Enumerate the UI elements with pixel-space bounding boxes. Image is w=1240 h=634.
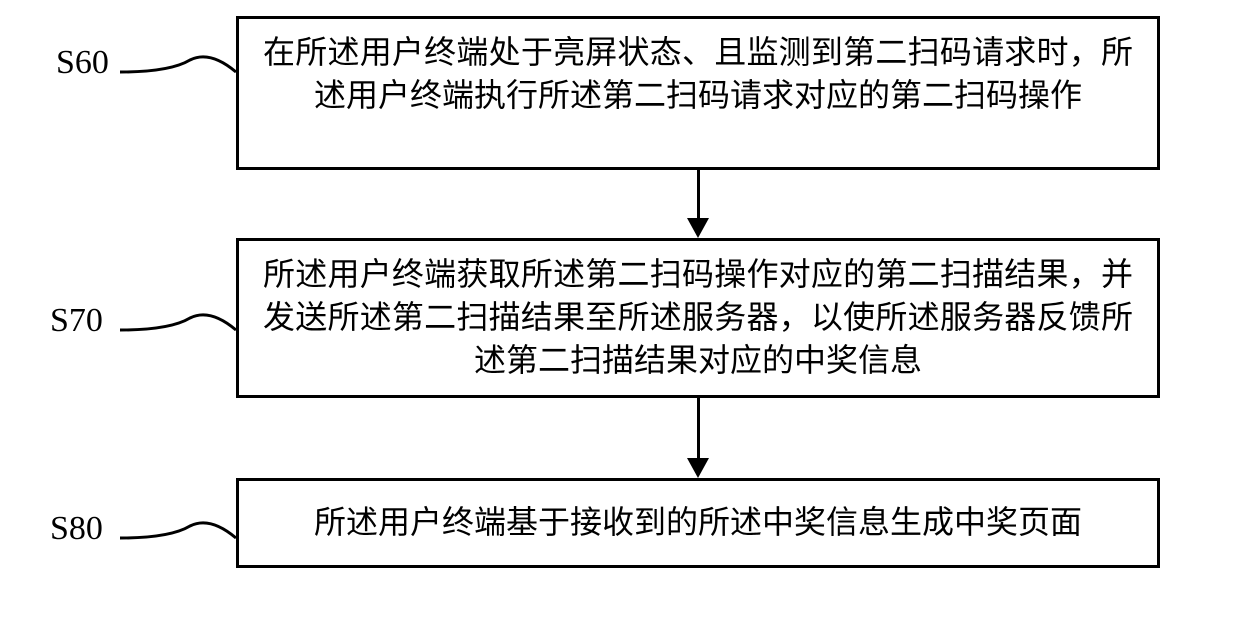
flowchart-container: S60 在所述用户终端处于亮屏状态、且监测到第二扫码请求时，所述用户终端执行所述… xyxy=(0,0,1240,634)
step-box-s80: 所述用户终端基于接收到的所述中奖信息生成中奖页面 xyxy=(236,478,1160,568)
step-box-s70: 所述用户终端获取所述第二扫码操作对应的第二扫描结果，并发送所述第二扫描结果至所述… xyxy=(236,238,1160,398)
step-text-s70: 所述用户终端获取所述第二扫码操作对应的第二扫描结果，并发送所述第二扫描结果至所述… xyxy=(263,256,1133,378)
connector-s60 xyxy=(120,48,240,84)
step-text-s60: 在所述用户终端处于亮屏状态、且监测到第二扫码请求时，所述用户终端执行所述第二扫码… xyxy=(263,34,1133,113)
arrow-head-1 xyxy=(687,218,709,238)
step-label-s60: S60 xyxy=(56,44,109,82)
arrow-line-1 xyxy=(697,170,700,218)
arrow-line-2 xyxy=(697,398,700,458)
arrow-head-2 xyxy=(687,458,709,478)
step-label-s70: S70 xyxy=(50,302,103,340)
connector-s70 xyxy=(120,306,240,342)
step-label-s80: S80 xyxy=(50,510,103,548)
connector-s80 xyxy=(120,514,240,550)
step-box-s60: 在所述用户终端处于亮屏状态、且监测到第二扫码请求时，所述用户终端执行所述第二扫码… xyxy=(236,16,1160,170)
step-text-s80: 所述用户终端基于接收到的所述中奖信息生成中奖页面 xyxy=(314,501,1082,544)
